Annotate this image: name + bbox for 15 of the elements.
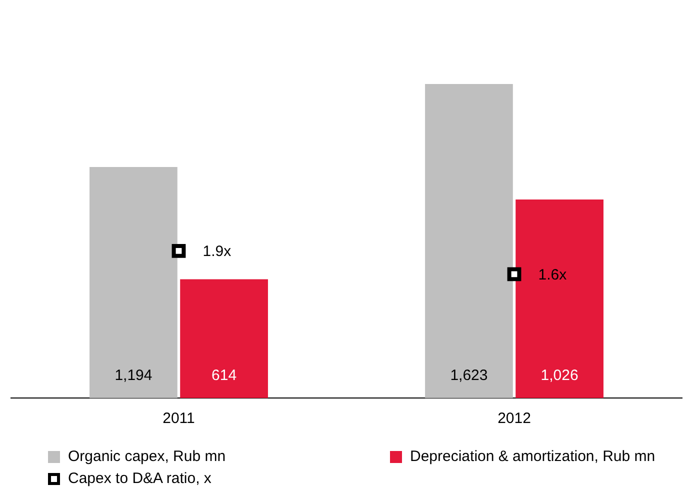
data-label: 1.6x bbox=[538, 266, 568, 284]
bar bbox=[516, 199, 604, 398]
data-label: 1,623 bbox=[450, 367, 488, 384]
legend-label: Depreciation & amortization, Rub mn bbox=[410, 448, 656, 465]
x-tick-label: 2012 bbox=[498, 410, 531, 428]
bar bbox=[180, 279, 268, 398]
x-tick-label: 2011 bbox=[162, 410, 195, 428]
data-label: 1,026 bbox=[540, 367, 578, 384]
data-label: 614 bbox=[212, 367, 237, 384]
legend-label: Organic capex, Rub mn bbox=[68, 448, 226, 465]
data-label: 1.9x bbox=[202, 243, 232, 260]
legend-label: Capex to D&A ratio, x bbox=[68, 470, 212, 487]
bar bbox=[425, 84, 513, 398]
data-label: 1,194 bbox=[114, 367, 152, 384]
bar bbox=[90, 166, 178, 398]
